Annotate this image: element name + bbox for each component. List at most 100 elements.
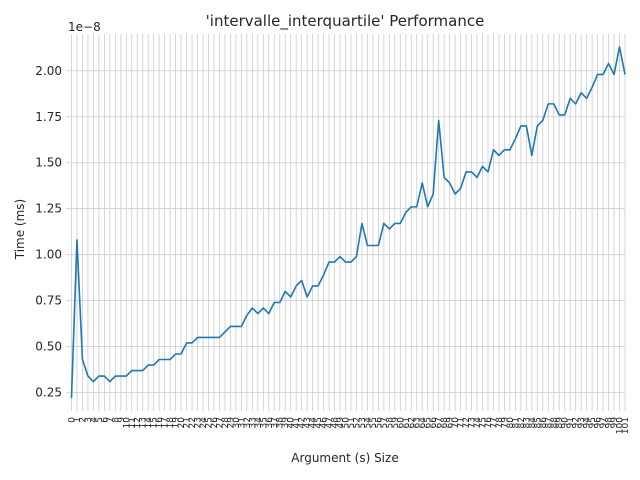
y-axis-ticks: 0.25 0.50 0.75 1.00 1.25 1.50 1.75 2.00 xyxy=(35,64,62,400)
x-tick-label: 7 xyxy=(106,417,116,423)
x-tick-label: 24 xyxy=(199,417,209,429)
x-tick-label: 70 xyxy=(451,417,461,429)
x-tick-label: 59 xyxy=(391,417,401,429)
x-tick-label: 69 xyxy=(446,417,456,429)
x-tick-label: 45 xyxy=(314,417,324,428)
x-tick-label: 17 xyxy=(161,417,171,428)
x-tick-label: 43 xyxy=(303,417,313,428)
y-tick-label: 0.25 xyxy=(35,386,62,400)
x-tick-label: 12 xyxy=(133,417,143,428)
x-tick-label: 42 xyxy=(298,417,308,428)
y-axis-offset-label: 1e−8 xyxy=(68,20,101,34)
x-tick-label: 57 xyxy=(380,417,390,428)
x-tick-label: 31 xyxy=(237,417,247,428)
x-tick-label: 28 xyxy=(221,417,231,429)
x-tick-label: 1 xyxy=(73,417,83,423)
series-layer xyxy=(70,46,626,399)
x-tick-label: 83 xyxy=(522,417,532,428)
x-tick-label: 4 xyxy=(89,417,99,423)
x-tick-label: 87 xyxy=(544,417,554,428)
x-tick-label: 26 xyxy=(210,417,220,429)
x-tick-label: 49 xyxy=(336,417,346,429)
x-tick-label: 54 xyxy=(363,417,373,429)
x-tick-label: 80 xyxy=(506,417,516,429)
y-tick-label: 0.75 xyxy=(35,294,62,308)
y-tick-label: 0.50 xyxy=(35,340,62,354)
x-tick-label: 20 xyxy=(177,417,187,429)
x-tick-label: 60 xyxy=(396,417,406,429)
x-tick-label: 50 xyxy=(342,417,352,429)
x-tick-label: 29 xyxy=(226,417,236,429)
x-tick-label: 41 xyxy=(292,417,302,428)
x-tick-label: 18 xyxy=(166,417,176,429)
x-tick-label: 94 xyxy=(583,417,593,429)
x-tick-label: 48 xyxy=(331,417,341,429)
x-tick-label: 74 xyxy=(473,417,483,429)
x-tick-label: 33 xyxy=(248,417,258,428)
x-tick-label: 76 xyxy=(484,417,494,429)
x-tick-label: 75 xyxy=(479,417,489,428)
x-tick-label: 34 xyxy=(254,417,264,429)
x-tick-label: 67 xyxy=(435,417,445,428)
x-tick-label: 52 xyxy=(352,417,362,428)
x-tick-label: 11 xyxy=(128,417,138,428)
x-tick-label: 93 xyxy=(577,417,587,428)
x-tick-label: 35 xyxy=(259,417,269,428)
x-tick-label: 82 xyxy=(517,417,527,428)
x-tick-label: 61 xyxy=(402,417,412,428)
x-tick-label: 71 xyxy=(457,417,467,428)
x-tick-label: 5 xyxy=(95,417,105,423)
x-tick-label: 81 xyxy=(511,417,521,428)
x-tick-label: 55 xyxy=(369,417,379,428)
x-tick-label: 85 xyxy=(533,417,543,428)
x-tick-label: 100 xyxy=(616,417,626,434)
x-tick-label: 8 xyxy=(111,417,121,423)
x-tick-label: 9 xyxy=(117,417,127,423)
x-tick-label: 14 xyxy=(144,417,154,429)
x-tick-label: 16 xyxy=(155,417,165,429)
x-tick-label: 22 xyxy=(188,417,198,428)
x-tick-label: 23 xyxy=(194,417,204,428)
x-tick-label: 91 xyxy=(566,417,576,428)
x-tick-label: 19 xyxy=(172,417,182,429)
x-tick-label: 21 xyxy=(183,417,193,428)
x-tick-label: 101 xyxy=(621,417,631,434)
series-line xyxy=(70,46,626,399)
x-tick-label: 3 xyxy=(84,417,94,423)
x-tick-label: 97 xyxy=(599,417,609,428)
x-tick-label: 92 xyxy=(572,417,582,428)
x-tick-label: 65 xyxy=(424,417,434,428)
x-tick-label: 88 xyxy=(550,417,560,429)
x-tick-label: 95 xyxy=(588,417,598,428)
x-tick-label: 89 xyxy=(555,417,565,429)
x-tick-label: 25 xyxy=(204,417,214,428)
x-tick-label: 6 xyxy=(100,417,110,423)
y-tick-label: 1.00 xyxy=(35,248,62,262)
x-tick-label: 62 xyxy=(407,417,417,428)
x-tick-label: 44 xyxy=(309,417,319,429)
x-tick-label: 99 xyxy=(610,417,620,429)
x-tick-label: 2 xyxy=(78,417,88,423)
x-tick-label: 51 xyxy=(347,417,357,428)
x-tick-label: 32 xyxy=(243,417,253,428)
x-tick-label: 77 xyxy=(489,417,499,428)
x-tick-label: 30 xyxy=(232,417,242,429)
x-tick-label: 13 xyxy=(139,417,149,428)
y-tick-label: 1.25 xyxy=(35,202,62,216)
x-tick-label: 40 xyxy=(287,417,297,429)
y-axis-label: Time (ms) xyxy=(13,199,27,261)
x-tick-label: 36 xyxy=(265,417,275,429)
x-tick-label: 0 xyxy=(67,417,77,423)
x-tick-label: 63 xyxy=(413,417,423,428)
x-tick-label: 84 xyxy=(528,417,538,429)
x-tick-label: 64 xyxy=(418,417,428,429)
x-axis-ticks: 0123456789101112131415161718192021222324… xyxy=(67,417,631,434)
grid xyxy=(66,34,626,411)
x-tick-label: 58 xyxy=(385,417,395,429)
x-tick-label: 38 xyxy=(276,417,286,429)
x-tick-label: 78 xyxy=(495,417,505,429)
chart-title: 'intervalle_interquartile' Performance xyxy=(206,12,485,31)
y-tick-label: 1.75 xyxy=(35,110,62,124)
x-tick-label: 46 xyxy=(320,417,330,429)
y-tick-label: 2.00 xyxy=(35,64,62,78)
